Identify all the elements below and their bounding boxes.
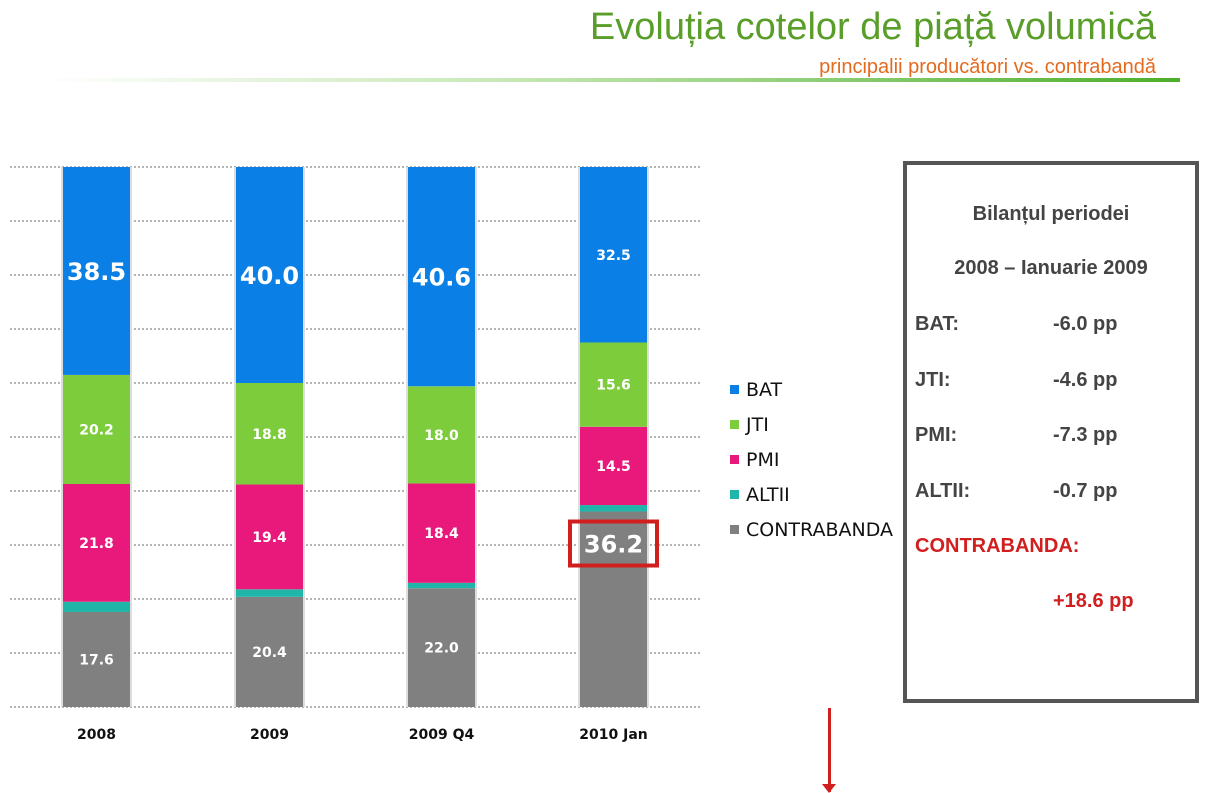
legend-item-jti: JTI — [730, 407, 893, 442]
data-label-jti: 15.6 — [596, 378, 631, 394]
data-label-contrabanda: 22.0 — [424, 641, 459, 657]
legend-label-bat: BAT — [746, 378, 783, 401]
x-tick-label: 2010 Jan — [579, 727, 647, 743]
legend-item-bat: BAT — [730, 372, 893, 407]
data-label-highlight: 36.2 — [584, 531, 643, 559]
stacked-bar-chart: 17.6 21.8 20.2 38.5 2008 20.4 19.4 18.8 40.0 2009… — [10, 166, 700, 743]
page-subtitle: principalii producători vs. contrabandă — [819, 56, 1156, 78]
data-label-bat: 40.6 — [412, 264, 471, 292]
bar-segment-jti — [63, 374, 130, 484]
data-label-jti: 18.0 — [424, 428, 459, 444]
data-label-contrabanda: 17.6 — [79, 652, 114, 668]
legend-label-pmi: PMI — [746, 448, 780, 471]
bar-segment-bat — [408, 167, 475, 387]
bar-segment-pmi — [580, 426, 647, 506]
bar-segment-altii — [63, 601, 130, 612]
bar-segment-jti — [236, 383, 303, 485]
legend-item-contrabanda: CONTRABANDA — [730, 512, 893, 547]
legend-item-altii: ALTII — [730, 477, 893, 512]
legend-label-contrabanda: CONTRABANDA — [746, 518, 894, 541]
title-divider — [40, 78, 1180, 82]
data-label-jti: 20.2 — [79, 422, 114, 438]
period-summary-box: Bilanțul periodei 2008 – Ianuarie 2009 B… — [903, 161, 1199, 703]
data-label-pmi: 21.8 — [79, 536, 114, 552]
summary-label-altii: ALTII: — [915, 480, 971, 502]
legend-swatch-jti — [730, 420, 739, 429]
page-title: Evoluția cotelor de piață volumică — [589, 6, 1156, 48]
summary-value-bat: -6.0 pp — [1053, 313, 1118, 335]
bar-segment-altii — [408, 582, 475, 589]
x-tick-label: 2008 — [77, 727, 116, 743]
legend-label-altii: ALTII — [746, 483, 790, 506]
data-label-bat: 38.5 — [67, 258, 126, 286]
data-label-bat: 40.0 — [240, 262, 299, 290]
bar-segment-bat — [63, 167, 130, 375]
bar-segment-pmi — [408, 483, 475, 583]
data-label-pmi: 14.5 — [596, 459, 631, 475]
bar-segment-pmi — [236, 484, 303, 590]
data-label-bat: 32.5 — [596, 248, 631, 264]
summary-period: 2008 – Ianuarie 2009 — [954, 257, 1148, 279]
bar-segment-jti — [580, 342, 647, 427]
summary-label-jti: JTI: — [915, 369, 951, 391]
legend-label-jti: JTI — [746, 413, 769, 436]
data-label-pmi: 18.4 — [424, 526, 459, 542]
legend-swatch-bat — [730, 385, 739, 394]
summary-heading: Bilanțul periodei — [972, 203, 1130, 225]
bar-segment-jti — [408, 386, 475, 484]
down-arrow-shaft — [828, 708, 831, 792]
bar-segment-pmi — [63, 483, 130, 602]
legend-swatch-altii — [730, 490, 739, 499]
bar-segment-altii — [580, 505, 647, 512]
summary-label-pmi: PMI: — [915, 424, 958, 446]
bar-segment-contrabanda — [408, 588, 475, 707]
legend-swatch-contrabanda — [730, 525, 739, 534]
chart-legend: BAT JTI PMI ALTII CONTRABANDA — [730, 372, 893, 547]
data-label-jti: 18.8 — [252, 427, 287, 443]
data-label-pmi: 19.4 — [252, 530, 287, 546]
bar-segment-contrabanda — [63, 611, 130, 707]
bar-segment-bat — [236, 167, 303, 383]
summary-value-contrabanda: +18.6 pp — [1053, 590, 1134, 612]
summary-value-pmi: -7.3 pp — [1053, 424, 1118, 446]
x-tick-label: 2009 Q4 — [409, 727, 475, 743]
summary-value-jti: -4.6 pp — [1053, 369, 1118, 391]
summary-label-bat: BAT: — [915, 313, 960, 335]
summary-label-contrabanda: CONTRABANDA: — [915, 535, 1080, 557]
legend-swatch-pmi — [730, 455, 739, 464]
bar-segment-bat — [580, 167, 647, 343]
bar-segment-altii — [236, 589, 303, 597]
highlight-box — [568, 519, 659, 568]
bar-segment-contrabanda — [580, 511, 647, 707]
bar-segment-contrabanda — [236, 596, 303, 707]
summary-value-altii: -0.7 pp — [1053, 480, 1118, 502]
x-tick-label: 2009 — [250, 727, 289, 743]
down-arrow-icon — [822, 784, 836, 793]
legend-item-pmi: PMI — [730, 442, 893, 477]
data-label-contrabanda: 20.4 — [252, 645, 287, 661]
